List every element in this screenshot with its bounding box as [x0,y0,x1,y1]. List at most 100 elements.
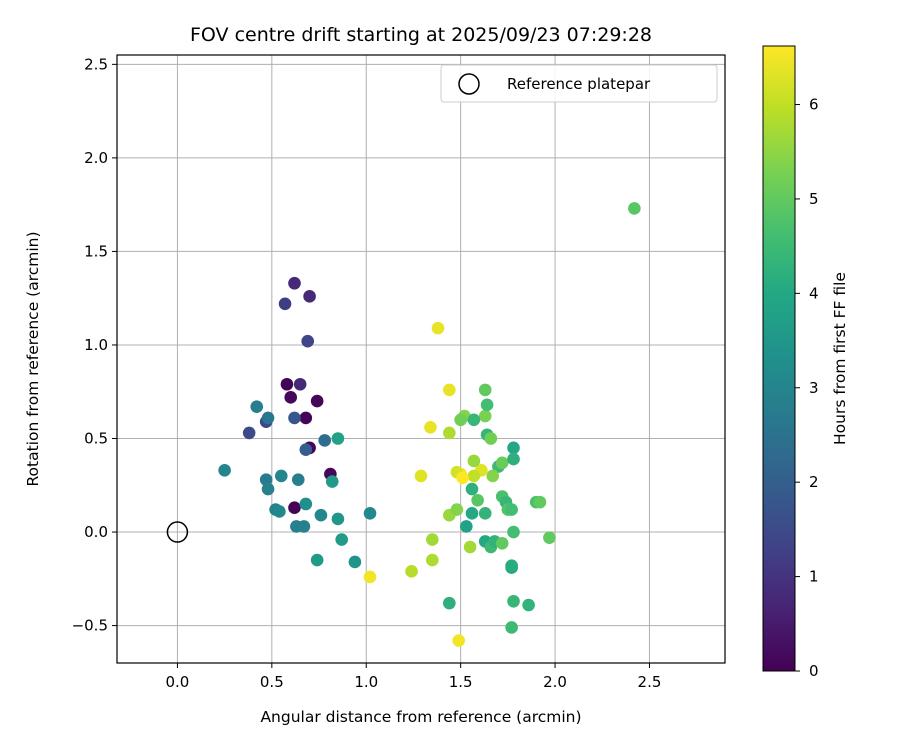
data-point [274,469,288,483]
data-point [314,508,328,522]
y-tick-label: 2.5 [84,55,108,73]
data-point [465,507,479,520]
data-point [443,596,456,610]
data-point [628,202,641,215]
data-point [299,497,313,511]
y-tick-label: −0.5 [72,617,108,635]
data-point [467,469,481,483]
data-point [405,565,418,578]
data-point [284,391,298,404]
data-point [431,321,445,335]
data-point [495,456,509,470]
data-point [486,469,500,483]
data-point [242,426,256,440]
data-point [426,533,439,546]
reference-platepar-marker [166,521,189,543]
grid [117,55,725,663]
data-point [495,536,509,550]
data-point [301,334,315,348]
data-point [478,409,492,423]
colorbar: 0 1 2 3 4 5 6 Hours from first FF file [762,45,849,680]
data-point [460,520,473,533]
data-point [261,411,275,425]
colorbar-ticks: 0 1 2 3 4 5 6 [795,96,819,680]
x-tick-label: 2.5 [638,673,662,691]
data-point [363,507,377,520]
data-point [543,531,556,544]
data-point [443,426,456,440]
y-tick-label: 0.0 [84,523,108,541]
x-tick-label: 0.5 [260,673,284,691]
plot-frame [116,54,726,664]
data-point [424,420,437,434]
data-point [299,411,313,425]
data-point [467,454,481,468]
data-point [335,533,348,546]
data-point [443,383,456,397]
data-point [507,452,520,466]
reference-marker-layer [166,521,189,543]
legend-marker-icon [458,73,480,95]
data-point [291,473,305,486]
data-point [318,434,332,447]
legend-entry-label: Reference platepar [507,75,651,93]
data-point [471,493,484,507]
data-point [288,501,301,515]
colorbar-tick-label: 0 [809,662,819,680]
data-point [259,473,273,486]
data-point [288,411,301,425]
data-point [348,555,362,569]
chart-title: FOV centre drift starting at 2025/09/23 … [190,24,652,46]
x-tick-label: 1.0 [354,673,378,691]
data-point [505,503,518,516]
data-point [303,290,316,303]
data-point [414,469,428,483]
data-point [467,413,481,427]
data-point [507,441,520,455]
data-point [478,507,492,520]
colorbar-tick-label: 3 [809,379,819,397]
data-point [363,570,377,584]
data-point [522,598,535,612]
data-point [250,400,264,414]
legend: Reference platepar [440,64,718,103]
y-tick-label: 1.5 [84,242,108,260]
data-point [480,398,494,412]
x-tick-label: 1.5 [449,673,473,691]
y-tick-label: 1.0 [84,336,108,354]
data-point [507,525,520,539]
data-point [273,505,286,518]
data-point [325,475,339,488]
colorbar-tick-label: 6 [809,96,819,114]
data-point [280,377,294,391]
y-tick-label: 0.5 [84,430,108,448]
data-point [463,540,477,554]
x-axis-label: Angular distance from reference (arcmin) [260,708,581,726]
colorbar-label: Hours from first FF file [831,272,849,445]
data-point [261,482,275,496]
colorbar-tick-label: 1 [809,568,819,586]
scatter-points [218,202,641,647]
y-tick-label: 2.0 [84,149,108,167]
data-point [218,464,231,477]
x-tick-label: 2.0 [543,673,567,691]
data-point [454,413,467,427]
data-point [426,553,439,567]
data-point [505,559,518,573]
data-point [484,432,498,445]
data-point [310,553,324,567]
data-point [288,276,301,290]
x-tick-label: 0.0 [165,673,189,691]
data-point [456,471,469,485]
data-point [478,383,492,397]
data-point [331,512,345,526]
data-point [507,594,520,608]
data-point [310,394,324,408]
data-point [299,443,313,457]
data-point [505,621,518,634]
data-point [293,377,307,391]
data-point [452,634,466,647]
colorbar-tick-label: 2 [809,473,819,491]
colorbar-tick-label: 5 [809,190,819,208]
